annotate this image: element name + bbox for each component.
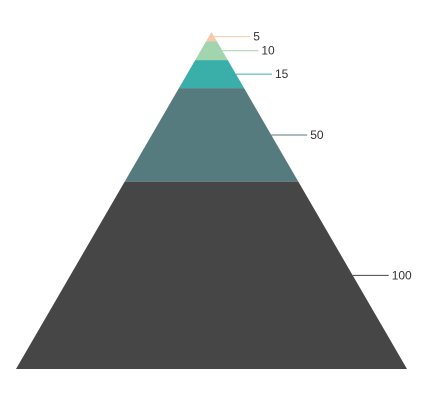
data-label-10: 10	[261, 44, 275, 58]
data-label-100: 100	[392, 268, 412, 282]
pyramid-segment-100[interactable]	[16, 182, 407, 369]
data-label-5: 5	[253, 30, 260, 44]
data-label-15: 15	[275, 67, 289, 81]
data-label-50: 50	[310, 128, 324, 142]
pyramid-segment-15[interactable]	[179, 60, 244, 88]
pyramid-segments	[16, 32, 407, 369]
